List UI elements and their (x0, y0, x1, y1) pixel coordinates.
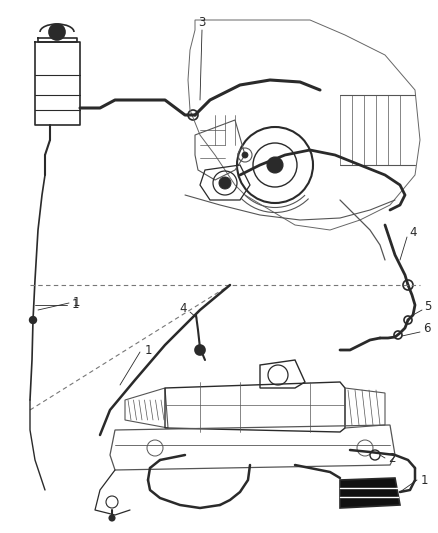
Circle shape (219, 177, 231, 189)
Circle shape (195, 345, 205, 355)
Text: 6: 6 (423, 321, 431, 335)
Text: 4: 4 (179, 302, 187, 314)
Text: 4: 4 (409, 225, 417, 238)
Circle shape (267, 157, 283, 173)
Circle shape (242, 152, 248, 158)
Text: 1: 1 (72, 296, 80, 310)
Circle shape (49, 24, 65, 40)
Text: 2: 2 (388, 451, 396, 464)
Text: 1: 1 (144, 343, 152, 357)
Text: 1: 1 (71, 298, 79, 311)
Text: 5: 5 (424, 300, 432, 312)
Polygon shape (340, 478, 400, 508)
Circle shape (109, 515, 115, 521)
Text: 1: 1 (420, 473, 428, 487)
Circle shape (29, 317, 36, 324)
Text: 3: 3 (198, 15, 206, 28)
